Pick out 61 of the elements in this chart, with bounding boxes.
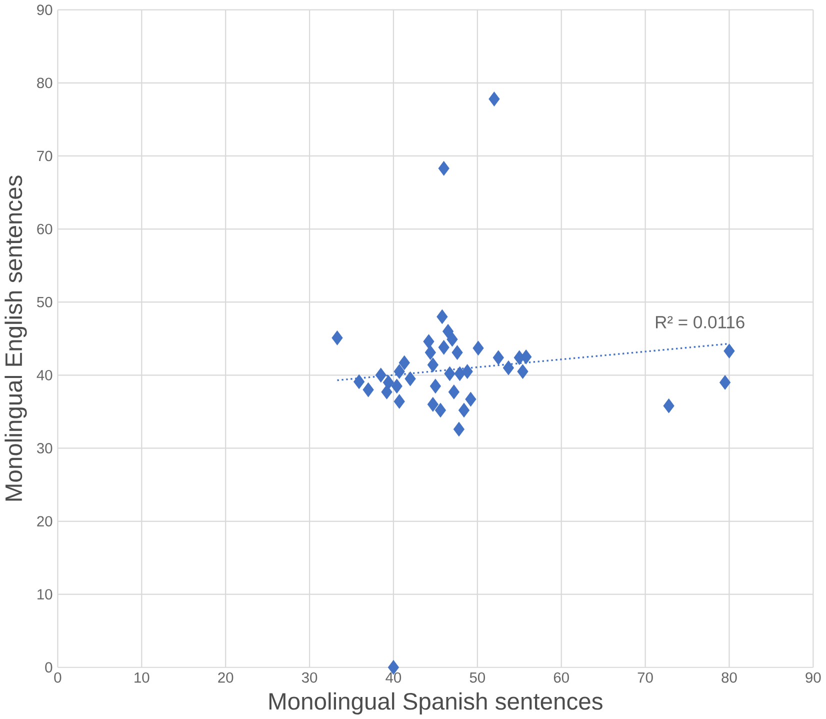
point <box>427 397 438 412</box>
point <box>488 92 500 106</box>
point <box>663 398 674 414</box>
x-axis-title: Monolingual Spanish sentences <box>269 692 602 714</box>
annotation: R² = 0.0116 <box>656 316 744 328</box>
y-tick-label: 20 <box>37 516 52 526</box>
x-tick-label: 60 <box>554 672 569 683</box>
y-tick-label: 50 <box>37 296 52 308</box>
point <box>472 340 484 356</box>
y-tick-label: 0 <box>45 662 52 673</box>
x-tick-label: 80 <box>722 672 737 683</box>
point <box>381 384 392 400</box>
point <box>442 324 454 339</box>
point <box>354 374 365 389</box>
x-tick-label: 40 <box>386 672 402 683</box>
point <box>448 384 460 400</box>
point <box>438 161 450 176</box>
point <box>502 360 514 376</box>
point <box>452 345 463 360</box>
point <box>444 366 456 381</box>
point <box>375 368 386 382</box>
point <box>465 392 476 406</box>
point <box>446 332 458 347</box>
y-axis-title: Monolingual English sentences <box>4 176 27 501</box>
point <box>492 350 504 365</box>
point <box>724 344 735 358</box>
y-tick-label: 70 <box>37 150 52 162</box>
x-tick-label: 10 <box>134 672 150 683</box>
x-tick-label: 50 <box>470 672 485 683</box>
point <box>458 402 470 418</box>
point <box>423 334 434 349</box>
point <box>430 378 441 394</box>
point <box>404 371 416 386</box>
point <box>362 382 374 397</box>
y-tick-label: 30 <box>36 442 52 454</box>
point <box>720 375 731 390</box>
point <box>394 394 405 409</box>
y-tick-label: 40 <box>36 370 52 380</box>
x-tick-label: 70 <box>638 672 653 683</box>
point <box>520 350 532 364</box>
y-tick-label: 80 <box>37 78 52 88</box>
y-tick-label: 10 <box>38 589 52 600</box>
point <box>438 340 450 355</box>
point <box>462 364 473 379</box>
x-tick-label: 0 <box>54 672 62 683</box>
point <box>453 422 464 436</box>
point <box>436 309 448 324</box>
point <box>434 402 446 418</box>
x-tick-label: 30 <box>302 672 318 683</box>
point <box>517 364 528 379</box>
point <box>394 364 405 379</box>
y-tick-label: 90 <box>37 4 52 15</box>
y-tick-label: 60 <box>37 224 52 234</box>
point <box>398 355 410 370</box>
point <box>424 345 436 360</box>
point <box>332 330 343 346</box>
point <box>454 366 466 381</box>
x-tick-label: 90 <box>806 672 821 683</box>
x-tick-label: 20 <box>218 672 234 683</box>
point <box>391 378 402 394</box>
point <box>427 358 438 372</box>
